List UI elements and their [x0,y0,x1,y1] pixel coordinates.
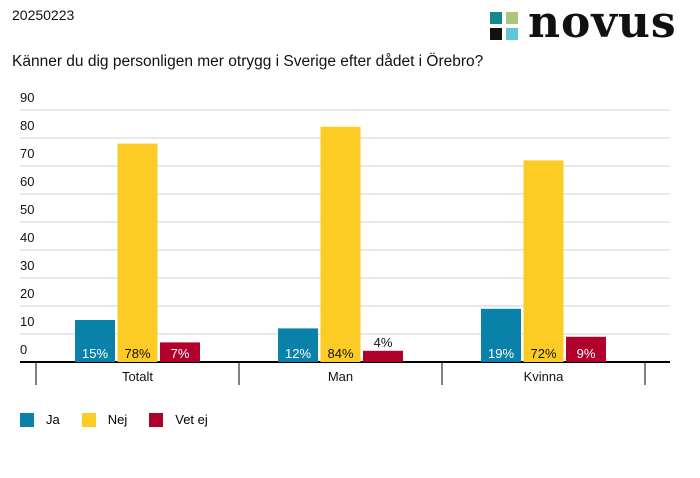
legend-item: Ja [20,412,60,427]
legend-label: Ja [46,412,60,427]
x-tick-label: Kvinna [524,369,565,384]
data-label: 9% [577,346,596,361]
legend-label: Vet ej [175,412,208,427]
bar-nej [320,126,361,362]
data-label: 15% [82,346,108,361]
date-label: 20250223 [12,7,75,23]
data-label: 4% [374,335,393,350]
logo-square [490,12,502,24]
data-label: 72% [530,346,556,361]
data-label: 19% [488,346,514,361]
logo-text: novus [528,0,677,48]
data-label: 78% [124,346,150,361]
bar-ja [278,328,318,362]
x-tick-label: Totalt [122,369,153,384]
y-tick-label: 20 [20,286,34,301]
y-tick-label: 30 [20,258,34,273]
legend-swatch [149,412,164,427]
bar-nej [523,160,564,362]
data-label: 84% [327,346,353,361]
y-tick-label: 60 [20,174,34,189]
x-tick-label: Man [328,369,353,384]
legend-swatch [81,412,96,427]
bar-nej [117,143,158,362]
legend-item: Nej [81,412,128,427]
legend-label: Nej [107,412,128,427]
bar-vet-ej [160,342,200,362]
bar-chart: 0 10 20 30 40 50 60 70 80 90 Totalt 15% 78% 7% Man 12% 8… [20,90,670,385]
novus-logo: novus [490,0,695,48]
legend: Ja Nej Vet ej [20,412,230,427]
legend-swatch [20,412,34,427]
data-label: 7% [171,346,190,361]
bar-ja [481,308,521,362]
logo-square [490,28,502,40]
bar-vet-ej [566,336,606,362]
legend-item: Vet ej [149,412,208,427]
bar-ja [75,320,115,362]
y-tick-label: 80 [20,118,34,133]
y-tick-label: 10 [20,314,34,329]
y-tick-label: 90 [20,90,34,105]
y-tick-label: 50 [20,202,34,217]
y-tick-label: 70 [20,146,34,161]
y-tick-label: 0 [20,342,27,357]
y-tick-label: 40 [20,230,34,245]
bar-vet-ej [363,350,403,362]
data-label: 12% [285,346,311,361]
logo-square [506,12,518,24]
logo-square [506,28,518,40]
chart-title: Känner du dig personligen mer otrygg i S… [12,53,484,70]
